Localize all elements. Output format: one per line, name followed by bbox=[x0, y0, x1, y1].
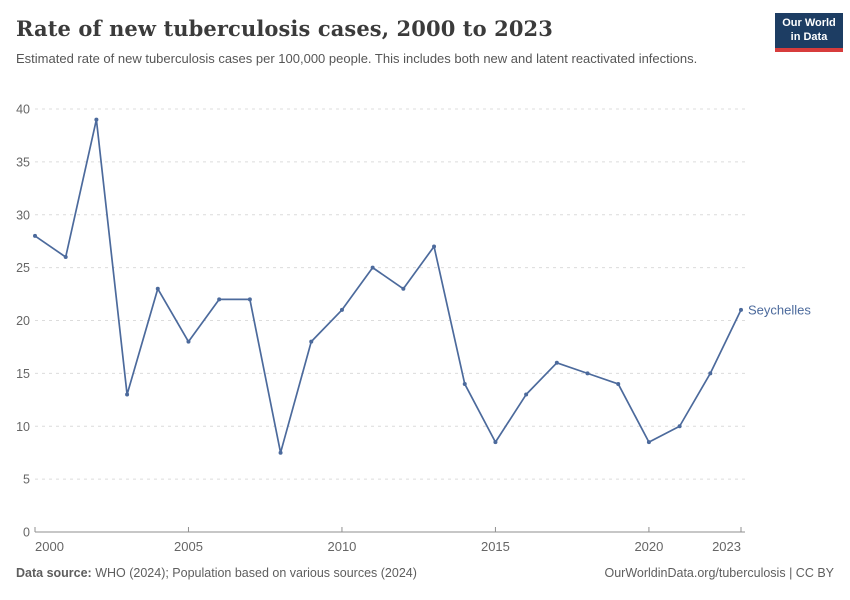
svg-text:2010: 2010 bbox=[327, 539, 356, 554]
chart-title: Rate of new tuberculosis cases, 2000 to … bbox=[16, 16, 553, 41]
svg-text:20: 20 bbox=[16, 314, 30, 328]
svg-text:2023: 2023 bbox=[712, 539, 741, 554]
footer-license[interactable]: CC BY bbox=[795, 566, 834, 580]
entity-label[interactable]: Seychelles bbox=[748, 302, 811, 317]
footer-divider: | bbox=[785, 566, 796, 580]
footer-links: OurWorldinData.org/tuberculosis | CC BY bbox=[604, 566, 834, 580]
footer-url[interactable]: OurWorldinData.org/tuberculosis bbox=[604, 566, 786, 580]
svg-text:0: 0 bbox=[23, 526, 30, 540]
svg-text:10: 10 bbox=[16, 420, 30, 434]
chart-footer: Data source: WHO (2024); Population base… bbox=[16, 566, 834, 580]
chart-subtitle: Estimated rate of new tuberculosis cases… bbox=[16, 51, 698, 66]
chart-header: Rate of new tuberculosis cases, 2000 to … bbox=[16, 16, 760, 69]
svg-text:35: 35 bbox=[16, 155, 30, 169]
svg-text:2015: 2015 bbox=[481, 539, 510, 554]
svg-text:40: 40 bbox=[16, 103, 30, 117]
svg-text:15: 15 bbox=[16, 367, 30, 381]
svg-text:25: 25 bbox=[16, 261, 30, 275]
svg-text:30: 30 bbox=[16, 208, 30, 222]
svg-text:2000: 2000 bbox=[35, 539, 64, 554]
data-source-text: WHO (2024); Population based on various … bbox=[91, 566, 417, 580]
data-source: Data source: WHO (2024); Population base… bbox=[16, 566, 417, 580]
svg-text:2005: 2005 bbox=[174, 539, 203, 554]
owid-logo[interactable]: Our World in Data bbox=[775, 13, 843, 52]
owid-logo-line1: Our World bbox=[782, 17, 836, 29]
svg-text:5: 5 bbox=[23, 473, 30, 487]
owid-logo-line2: in Data bbox=[790, 30, 828, 43]
svg-text:2020: 2020 bbox=[634, 539, 663, 554]
data-source-label: Data source: bbox=[16, 566, 92, 580]
